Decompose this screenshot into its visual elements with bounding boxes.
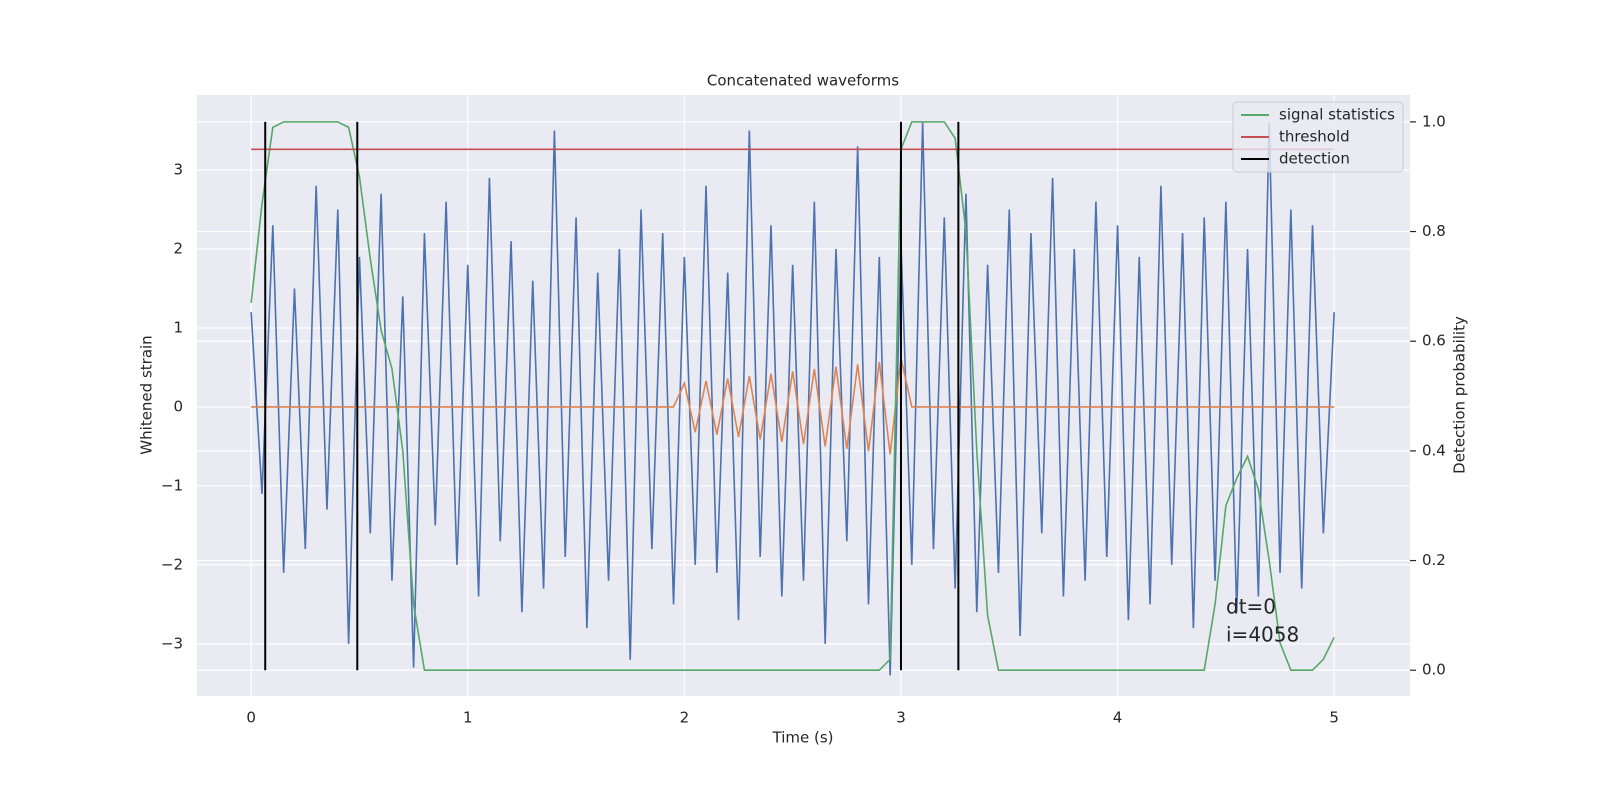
y-tick-label: −2	[161, 555, 183, 573]
y2-tick-label: 0.0	[1422, 661, 1446, 679]
y2-tick-label: 0.4	[1422, 441, 1446, 459]
series-line	[250, 121, 1335, 672]
y2-tick-label: 0.8	[1422, 222, 1446, 240]
legend-label: threshold	[1279, 128, 1350, 146]
x-axis-label: Time (s)	[772, 729, 834, 747]
annotation: dt=0	[1226, 595, 1276, 619]
y-tick-label: 1	[173, 318, 183, 336]
x-tick-label: 4	[1113, 709, 1123, 727]
chart-title: Concatenated waveforms	[707, 72, 899, 90]
annotation: i=4058	[1226, 623, 1299, 647]
x-tick-label: 1	[463, 709, 473, 727]
series-line	[251, 357, 1335, 455]
y-tick-label: −1	[161, 476, 183, 494]
legend-label: signal statistics	[1279, 106, 1395, 124]
y-tick-label: 2	[173, 240, 183, 258]
y2-tick-label: 0.6	[1422, 332, 1446, 350]
x-tick-label: 3	[896, 709, 906, 727]
y-axis-label: Whitened strain	[138, 335, 156, 454]
y-tick-label: 3	[173, 161, 183, 179]
y-tick-label: −3	[161, 634, 183, 652]
series-line	[250, 122, 1335, 676]
x-tick-label: 5	[1329, 709, 1339, 727]
legend-box	[1232, 101, 1404, 173]
y2-tick-label: 0.2	[1422, 551, 1446, 569]
y2-tick-label: 1.0	[1422, 112, 1446, 130]
legend-label: detection	[1279, 150, 1350, 168]
y-tick-label: 0	[173, 397, 183, 415]
x-tick-label: 2	[680, 709, 690, 727]
y2-axis-label: Detection probability	[1451, 316, 1469, 474]
x-tick-label: 0	[246, 709, 256, 727]
